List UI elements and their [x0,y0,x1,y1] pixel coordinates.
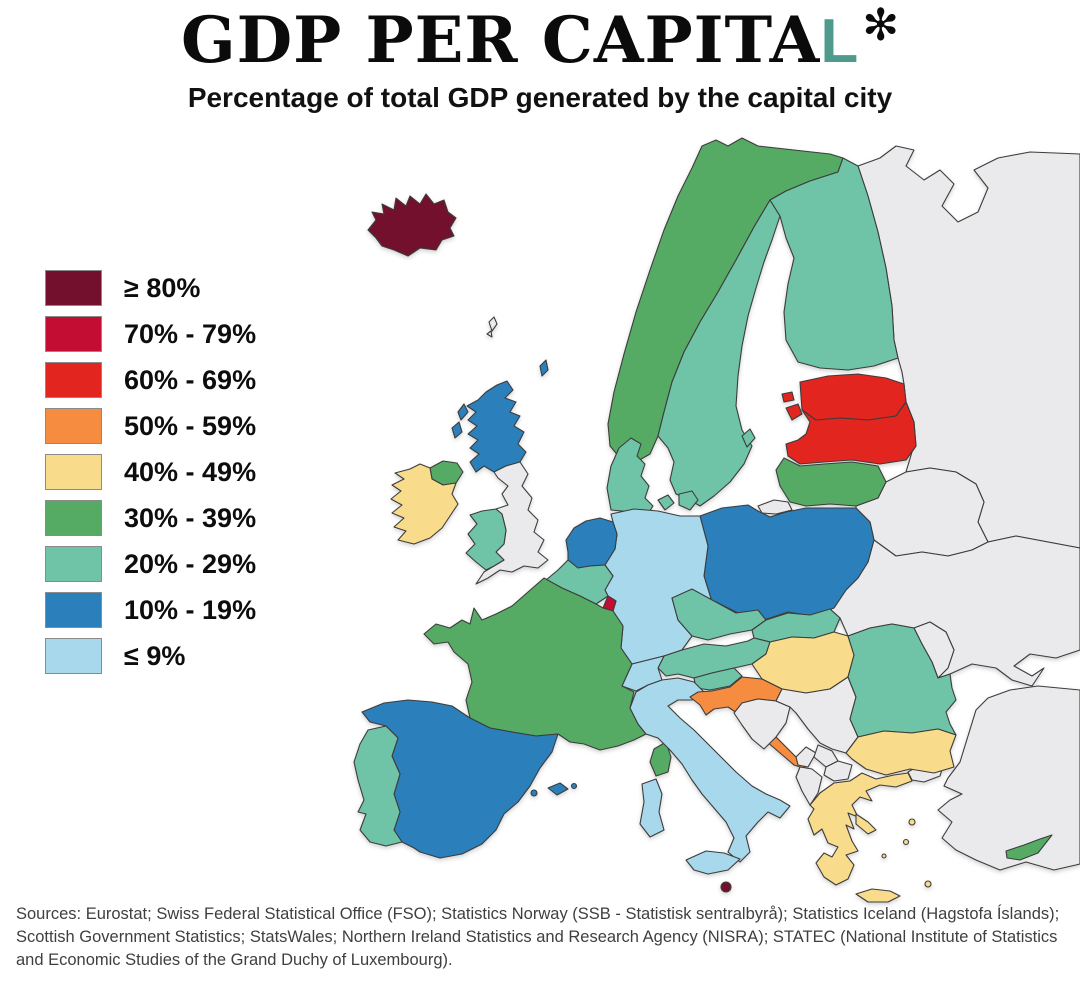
island-sicily [685,850,741,875]
country-malta [720,881,732,893]
island-saaremaa [785,403,803,421]
legend-row-b70: 70% - 79% [45,316,256,352]
country-albania [795,766,823,806]
legend-label-b50: 50% - 59% [124,410,257,441]
country-sweden [657,199,781,507]
country-romania [847,623,957,738]
country-estonia [799,373,907,421]
country-cyprus [1005,834,1053,861]
country-bosnia-herzegovina [733,698,791,750]
legend-row-b30: 30% - 39% [45,500,256,536]
island-lesbos [908,818,916,826]
legend-label-lte9: ≤ 9% [124,640,186,671]
legend-row-lte9: ≤ 9% [45,638,256,674]
country-latvia [785,401,917,465]
island-hebrides-1 [457,403,469,421]
island-funen [657,494,675,511]
legend-row-b10: 10% - 19% [45,592,256,628]
legend-swatch-b20 [45,546,102,582]
island-crete [855,888,901,903]
island-ibiza [530,789,538,797]
country-ireland [390,463,459,545]
country-wales [465,508,507,571]
asterisk-icon: ✻ [862,0,900,51]
country-scotland [466,380,527,473]
country-bulgaria [845,728,957,776]
country-lithuania [775,457,887,507]
island-euboea [855,813,877,835]
legend-swatch-b60 [45,362,102,398]
island-zealand [678,490,699,511]
country-north-macedonia [823,760,853,782]
legend-label-gte80: ≥ 80% [124,272,201,303]
legend-label-b30: 30% - 39% [124,502,257,533]
island-menorca [570,782,578,790]
legend-swatch-b70 [45,316,102,352]
country-iceland [367,193,457,257]
country-turkey-anatolia [937,685,1080,871]
island-sardinia [639,778,665,838]
legend-row-b50: 50% - 59% [45,408,256,444]
legend-label-b40: 40% - 49% [124,456,257,487]
sources-text: Sources: Eurostat; Swiss Federal Statist… [16,905,1060,970]
page-subtitle: Percentage of total GDP generated by the… [187,82,893,113]
title-accent-letter: L [820,7,859,76]
legend-row-gte80: ≥ 80% [45,270,256,306]
title-text: GDP PER CAPITA [180,3,821,78]
legend-row-b20: 20% - 29% [45,546,256,582]
legend-row-b60: 60% - 69% [45,362,256,398]
country-austria [657,637,771,679]
legend-label-b10: 10% - 19% [124,594,257,625]
country-faroe-islands [486,316,498,338]
legend-label-b70: 70% - 79% [124,318,257,349]
country-portugal [353,725,403,847]
legend-swatch-b10 [45,592,102,628]
island-hiiumaa [781,391,795,403]
island-hebrides-2 [451,421,463,439]
legend-swatch-b40 [45,454,102,490]
legend-swatch-gte80 [45,270,102,306]
country-montenegro [795,746,817,768]
legend-label-b20: 20% - 29% [124,548,257,579]
country-finland [769,157,899,371]
island-rhodes [924,880,932,888]
page-title: GDP PER CAPITAL✻ [0,4,1080,73]
island-chios [902,838,910,846]
legend-swatch-lte9 [45,638,102,674]
map-legend: ≥ 80% 70% - 79% 60% - 69% 50% - 59% 40% - 49… [45,270,256,674]
country-greece [807,772,913,886]
legend-swatch-b50 [45,408,102,444]
legend-label-b60: 60% - 69% [124,364,257,395]
country-italy [629,677,791,863]
island-cyclades [881,853,887,859]
legend-swatch-b30 [45,500,102,536]
island-gotland [741,428,756,448]
island-mallorca [547,782,569,796]
legend-row-b40: 40% - 49% [45,454,256,490]
island-shetland [539,359,549,377]
